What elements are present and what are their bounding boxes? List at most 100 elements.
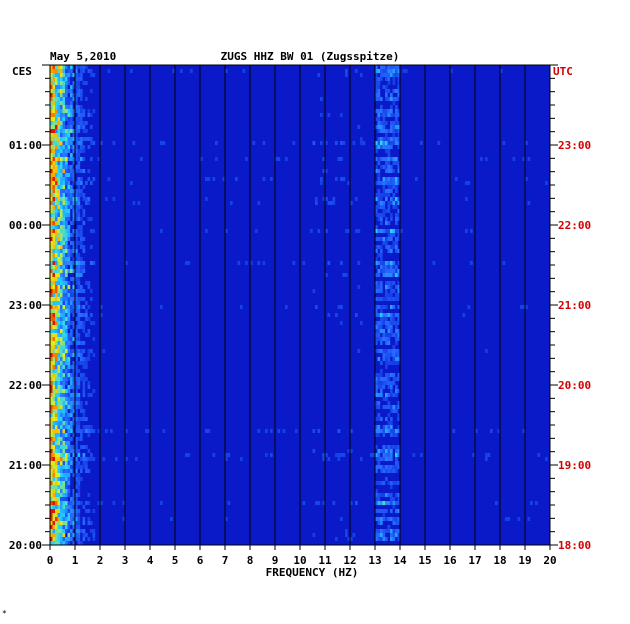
- heat-cell: [75, 353, 78, 357]
- heat-cell: [395, 221, 398, 225]
- heat-cell: [77, 273, 81, 277]
- heat-cell: [55, 273, 58, 277]
- heat-cell: [50, 133, 53, 137]
- heat-cell: [377, 497, 381, 501]
- heat-cell: [265, 429, 268, 433]
- heat-cell: [375, 193, 378, 197]
- heat-cell: [380, 373, 383, 377]
- heat-cell: [395, 177, 398, 181]
- heat-cell: [390, 329, 393, 333]
- heat-cell: [390, 317, 393, 321]
- heat-cell: [65, 125, 68, 129]
- heat-cell: [87, 449, 91, 453]
- heat-cell: [135, 457, 138, 461]
- heat-cell: [312, 429, 316, 433]
- heat-cell: [65, 421, 68, 425]
- heat-cell: [50, 537, 53, 541]
- heat-cell: [60, 393, 63, 397]
- heat-cell: [312, 289, 316, 293]
- heat-cell: [77, 481, 81, 485]
- heat-cell: [397, 145, 401, 149]
- heat-cell: [75, 417, 78, 421]
- heat-cell: [90, 113, 93, 117]
- heat-cell: [380, 377, 383, 381]
- heat-cell: [397, 405, 401, 409]
- heat-cell: [340, 517, 343, 521]
- heat-cell: [50, 177, 53, 181]
- heat-cell: [465, 197, 468, 201]
- heat-cell: [67, 305, 71, 309]
- heat-cell: [70, 105, 73, 109]
- heat-cell: [65, 357, 68, 361]
- heat-cell: [385, 373, 388, 377]
- heat-cell: [75, 401, 78, 405]
- heat-cell: [102, 457, 106, 461]
- heat-cell: [487, 453, 491, 457]
- heat-cell: [55, 369, 58, 373]
- heat-cell: [70, 381, 73, 385]
- heat-cell: [57, 425, 61, 429]
- heat-cell: [380, 389, 383, 393]
- heat-cell: [380, 213, 383, 217]
- heat-cell: [395, 113, 398, 117]
- heat-cell: [70, 241, 73, 245]
- heat-cell: [75, 73, 78, 77]
- heat-cell: [52, 209, 56, 213]
- heat-cell: [390, 409, 393, 413]
- heat-cell: [50, 453, 53, 457]
- heat-cell: [77, 169, 81, 173]
- heat-cell: [387, 285, 391, 289]
- heat-cell: [75, 109, 78, 113]
- heat-cell: [67, 337, 71, 341]
- heat-cell: [90, 137, 93, 141]
- heat-cell: [55, 317, 58, 321]
- heat-cell: [377, 321, 381, 325]
- heat-cell: [77, 201, 81, 205]
- heat-cell: [77, 385, 81, 389]
- heat-cell: [62, 217, 66, 221]
- heat-cell: [462, 313, 466, 317]
- heat-cell: [55, 409, 58, 413]
- heat-cell: [385, 261, 388, 265]
- heat-cell: [57, 397, 61, 401]
- heat-cell: [52, 345, 56, 349]
- heat-cell: [57, 289, 61, 293]
- heat-cell: [377, 181, 381, 185]
- heat-cell: [70, 233, 73, 237]
- heat-cell: [485, 349, 488, 353]
- heat-cell: [62, 169, 66, 173]
- heat-cell: [87, 353, 91, 357]
- heat-cell: [387, 465, 391, 469]
- heat-cell: [72, 161, 76, 165]
- heat-cell: [390, 69, 393, 73]
- heat-cell: [50, 461, 53, 465]
- heat-cell: [375, 225, 378, 229]
- heat-cell: [395, 337, 398, 341]
- x-axis-title: FREQUENCY (HZ): [266, 566, 359, 579]
- heat-cell: [92, 177, 96, 181]
- heat-cell: [395, 65, 398, 69]
- heat-cell: [52, 125, 56, 129]
- heat-cell: [375, 381, 378, 385]
- heat-cell: [395, 357, 398, 361]
- heat-cell: [385, 333, 388, 337]
- heat-cell: [395, 353, 398, 357]
- heat-cell: [72, 241, 76, 245]
- heat-cell: [397, 329, 401, 333]
- heat-cell: [392, 133, 396, 137]
- heat-cell: [387, 381, 391, 385]
- heat-cell: [52, 129, 56, 133]
- heat-cell: [375, 229, 378, 233]
- heat-cell: [380, 69, 383, 73]
- heat-cell: [107, 177, 111, 181]
- heat-cell: [85, 65, 88, 69]
- heat-cell: [75, 129, 78, 133]
- heat-cell: [80, 169, 83, 173]
- heat-cell: [397, 333, 401, 337]
- heat-cell: [65, 245, 68, 249]
- heat-cell: [385, 129, 388, 133]
- heat-cell: [392, 373, 396, 377]
- heat-cell: [465, 229, 468, 233]
- heat-cell: [65, 265, 68, 269]
- heat-cell: [75, 281, 78, 285]
